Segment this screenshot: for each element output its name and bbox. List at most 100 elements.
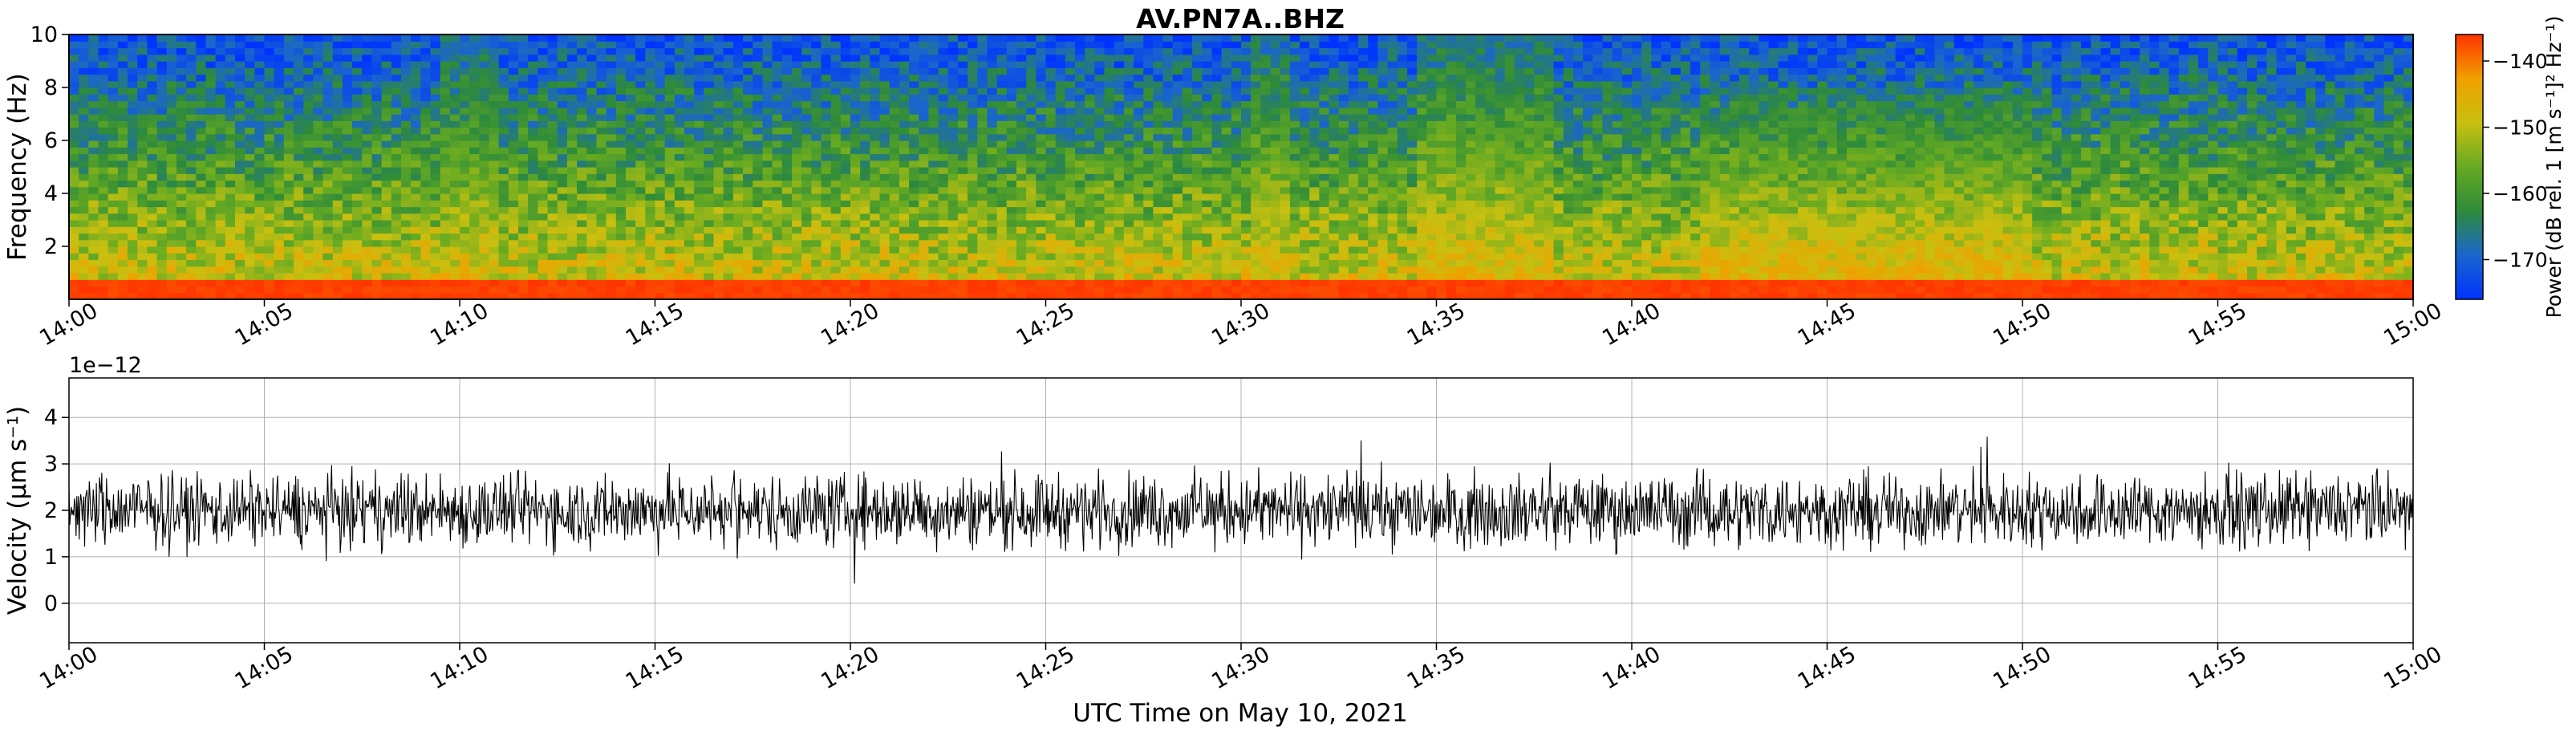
spectrogram-cell xyxy=(547,107,558,115)
spectrogram-cell xyxy=(938,206,949,214)
spectrogram-cell xyxy=(957,273,968,280)
spectrogram-cell xyxy=(215,107,226,115)
spectrogram-cell xyxy=(420,147,432,155)
spectrogram-cell xyxy=(889,94,900,102)
spectrogram-cell xyxy=(186,226,197,234)
spectrogram-cell xyxy=(420,67,432,75)
spectrogram-cell xyxy=(245,160,255,168)
spectrogram-cell xyxy=(1065,47,1076,55)
spectrogram-cell xyxy=(449,286,460,294)
spectrogram-cell xyxy=(440,153,451,161)
spectrogram-cell xyxy=(88,206,99,214)
spectrogram-cell xyxy=(128,273,138,280)
spectrogram-cell xyxy=(928,127,939,135)
spectrogram-cell xyxy=(957,213,968,221)
spectrogram-cell xyxy=(860,100,870,108)
spectrogram-cell xyxy=(283,220,294,227)
spectrogram-cell xyxy=(294,114,304,121)
spectrogram-cell xyxy=(176,74,187,82)
spectrogram-cell xyxy=(400,107,412,115)
spectrogram-cell xyxy=(987,200,998,208)
spectrogram-cell xyxy=(870,61,881,68)
spectrogram-cell xyxy=(694,233,704,241)
spectrogram-cell xyxy=(870,200,881,208)
spectrogram-cell xyxy=(264,87,275,95)
spectrogram-cell xyxy=(196,54,207,62)
spectrogram-cell xyxy=(1241,213,1251,221)
spectrogram-cell xyxy=(1006,279,1017,287)
spectrogram-cell xyxy=(469,273,480,280)
spectrogram-cell xyxy=(1192,160,1203,168)
spectrogram-cell xyxy=(391,140,402,148)
spectrogram-cell xyxy=(772,253,783,261)
spectrogram-cell xyxy=(996,226,1008,234)
spectrogram-cell xyxy=(1153,200,1164,208)
spectrogram-cell xyxy=(821,233,832,241)
spectrogram-cell xyxy=(1006,253,1017,261)
spectrogram-cell xyxy=(352,259,363,267)
spectrogram-cell xyxy=(264,74,275,82)
spectrogram-cell xyxy=(723,87,734,95)
spectrogram-cell xyxy=(283,147,294,155)
spectrogram-cell xyxy=(205,186,217,194)
spectrogram-cell xyxy=(645,107,656,115)
spectrogram-cell xyxy=(1221,74,1232,82)
spectrogram-cell xyxy=(870,246,881,254)
spectrogram-cell xyxy=(137,94,148,102)
spectrogram-cell xyxy=(596,153,607,161)
spectrogram-cell xyxy=(1114,286,1125,294)
spectrogram-cell xyxy=(1162,35,1174,42)
spectrogram-cell xyxy=(947,259,959,267)
spectrogram-cell xyxy=(538,279,549,287)
spectrogram-cell xyxy=(460,74,470,82)
spectrogram-cell xyxy=(460,54,470,62)
spectrogram-cell xyxy=(1251,120,1261,128)
spectrogram-cell xyxy=(176,153,187,161)
spectrogram-cell xyxy=(596,186,607,194)
spectrogram-cell xyxy=(947,107,959,115)
spectrogram-cell xyxy=(313,193,324,201)
spectrogram-cell xyxy=(977,147,988,155)
spectrogram-cell xyxy=(1055,213,1066,221)
spectrogram-cell xyxy=(479,41,490,49)
spectrogram-cell xyxy=(196,259,207,267)
spectrogram-cell xyxy=(440,193,451,201)
spectrogram-cell xyxy=(879,226,890,234)
spectrogram-cell xyxy=(694,273,704,280)
spectrogram-cell xyxy=(586,233,598,241)
spectrogram-cell xyxy=(128,133,138,141)
spectrogram-cell xyxy=(566,226,578,234)
spectrogram-cell xyxy=(1016,259,1027,267)
spectrogram-cell xyxy=(440,74,451,82)
spectrogram-cell xyxy=(694,153,704,161)
spectrogram-cell xyxy=(928,220,939,227)
spectrogram-cell xyxy=(1241,200,1251,208)
spectrogram-cell xyxy=(1241,74,1251,82)
spectrogram-cell xyxy=(1016,94,1027,102)
spectrogram-cell xyxy=(811,147,822,155)
spectrogram-cell xyxy=(1016,114,1027,121)
spectrogram-cell xyxy=(811,167,822,174)
spectrogram-cell xyxy=(225,160,236,168)
spectrogram-cell xyxy=(1094,67,1105,75)
spectrogram-cell xyxy=(79,133,89,141)
spectrogram-cell xyxy=(1280,67,1291,75)
spectrogram-cell xyxy=(205,180,217,188)
spectrogram-cell xyxy=(371,239,383,247)
spectrogram-cell xyxy=(274,127,285,135)
spectrogram-cell xyxy=(1045,153,1057,161)
spectrogram-cell xyxy=(596,259,607,267)
spectrogram-cell xyxy=(957,259,968,267)
spectrogram-cell xyxy=(264,41,275,49)
spectrogram-cell xyxy=(1182,292,1193,300)
spectrogram-cell xyxy=(811,74,822,82)
spectrogram-cell xyxy=(577,47,587,55)
spectrogram-cell xyxy=(684,41,695,49)
spectrogram-cell xyxy=(684,193,695,201)
spectrogram-cell xyxy=(1241,87,1251,95)
spectrogram-cell xyxy=(586,200,598,208)
spectrogram-cell xyxy=(860,127,870,135)
spectrogram-cell xyxy=(88,200,99,208)
spectrogram-cell xyxy=(254,226,266,234)
spectrogram-cell xyxy=(655,87,666,95)
